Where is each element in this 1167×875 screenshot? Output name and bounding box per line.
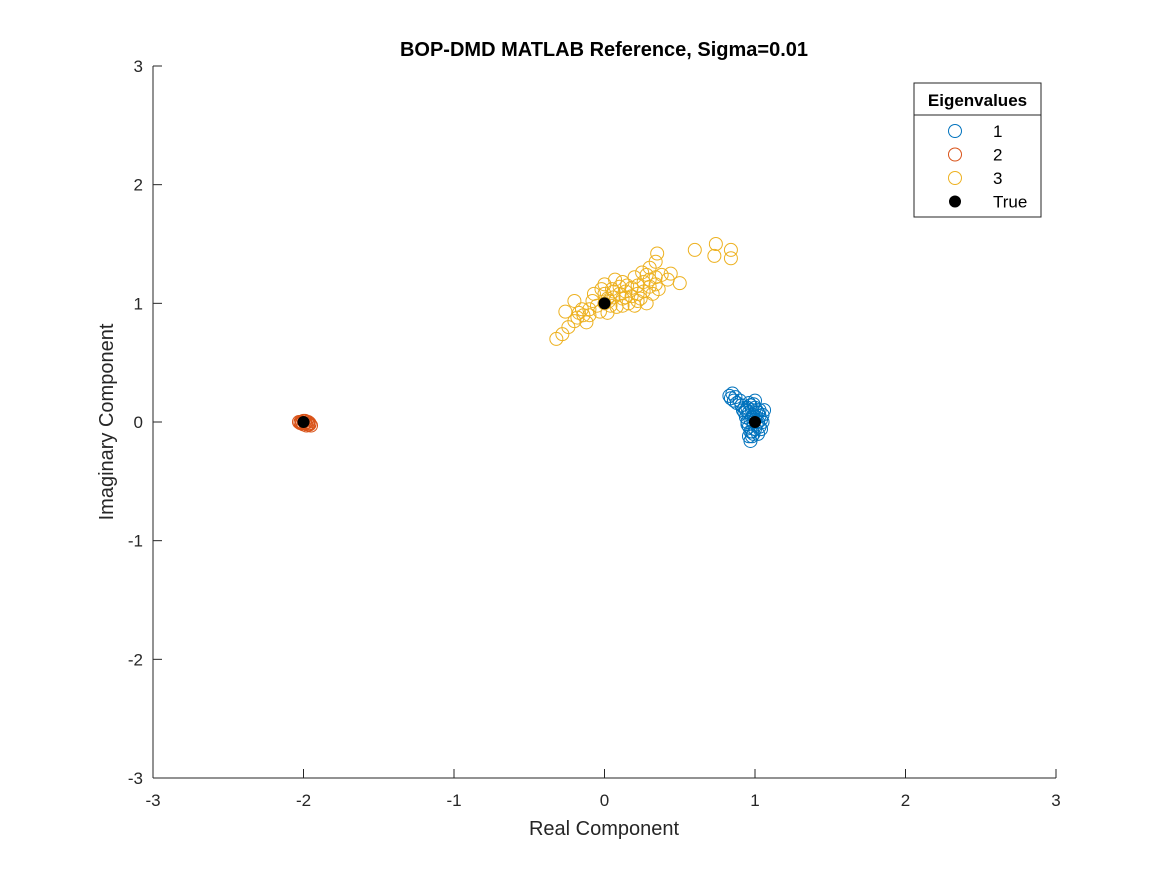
data-point-1 [737, 400, 752, 415]
data-point-3 [582, 302, 597, 317]
x-tick-label: -1 [446, 791, 461, 810]
data-point-3 [650, 246, 665, 261]
x-tick-label: -3 [145, 791, 160, 810]
x-axis-label: Real Component [529, 818, 680, 840]
data-point-3 [639, 267, 654, 282]
data-point-3 [708, 237, 723, 251]
legend-box [913, 82, 1042, 218]
data-point-3 [605, 282, 620, 297]
data-point-3 [672, 276, 687, 291]
data-point-1 [741, 405, 756, 420]
y-tick-label: -3 [128, 769, 143, 788]
data-point-1 [757, 403, 772, 418]
y-tick-label: 1 [134, 294, 143, 313]
data-point-3 [597, 277, 612, 292]
legend-label: 1 [993, 122, 1002, 141]
legend-marker [949, 195, 961, 208]
legend-entries: 1 2 3 True [948, 122, 1027, 212]
series-3 [549, 237, 738, 346]
data-point-1 [741, 429, 756, 444]
data-point-3 [608, 272, 623, 287]
y-tick-label: -2 [128, 650, 143, 669]
data-point-3 [663, 266, 678, 281]
data-point-3 [585, 293, 600, 308]
data-point-3 [630, 286, 645, 301]
legend-marker [948, 124, 962, 138]
y-axis-label: Imaginary Component [96, 323, 118, 520]
legend-title: Eigenvalues [928, 91, 1027, 110]
legend-label: 3 [993, 169, 1002, 188]
data-point-3 [571, 305, 586, 320]
data-point-3 [723, 242, 738, 257]
x-tick-label: 2 [901, 791, 910, 810]
y-tick-label: 2 [134, 176, 143, 195]
data-point-3 [567, 293, 582, 308]
legend-marker [948, 147, 962, 162]
data-point-3 [648, 254, 663, 269]
series-1 [722, 386, 772, 448]
data-point-3 [687, 242, 702, 257]
data-point-3 [651, 282, 666, 297]
axis-ticks: -3 -2 -1 0 1 2 3 -3 -2 -1 0 1 2 3 [128, 57, 1061, 810]
data-point-3 [630, 293, 645, 308]
data-point-1 [751, 426, 766, 441]
legend-label: 2 [993, 146, 1002, 165]
plot-area [291, 237, 772, 448]
legend: Eigenvalues 1 2 3 True [913, 82, 1042, 218]
data-point-True [598, 297, 611, 310]
y-tick-label: -1 [128, 532, 143, 551]
chart-title: BOP-DMD MATLAB Reference, Sigma=0.01 [400, 39, 808, 61]
data-point-3 [579, 315, 594, 330]
data-point-3 [707, 248, 722, 263]
x-tick-label: 0 [600, 791, 609, 810]
y-tick-label: 0 [134, 413, 143, 432]
data-point-3 [620, 278, 635, 293]
data-point-1 [723, 391, 738, 406]
data-point-3 [648, 277, 663, 292]
data-point-3 [594, 282, 609, 297]
data-point-3 [615, 274, 630, 289]
x-tick-label: 1 [750, 791, 759, 810]
data-point-3 [586, 286, 601, 301]
data-point-1 [752, 403, 767, 418]
y-tick-label: 3 [134, 57, 143, 76]
data-point-3 [582, 308, 597, 323]
x-tick-label: 3 [1051, 791, 1060, 810]
legend-label: True [993, 193, 1027, 212]
data-point-3 [558, 304, 573, 319]
data-point-True [749, 416, 761, 428]
data-point-1 [726, 393, 741, 408]
data-point-1 [754, 422, 769, 437]
data-point-True [297, 416, 310, 428]
legend-marker [948, 171, 962, 185]
series-True [297, 297, 761, 428]
data-point-3 [723, 251, 738, 266]
data-point-3 [615, 291, 630, 306]
x-tick-label: -2 [296, 791, 311, 810]
data-point-3 [615, 298, 630, 313]
